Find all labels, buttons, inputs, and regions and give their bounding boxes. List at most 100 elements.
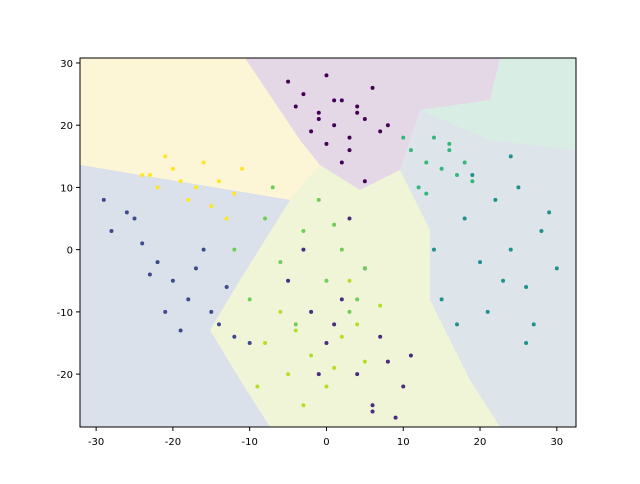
point: [316, 110, 321, 115]
region: [420, 58, 576, 150]
point: [355, 322, 360, 327]
point: [401, 135, 406, 140]
point: [385, 123, 390, 128]
y-tick-label: 30: [60, 59, 73, 70]
point: [332, 222, 337, 227]
region: [245, 58, 500, 190]
point: [355, 372, 360, 377]
point: [309, 309, 314, 314]
point: [201, 160, 206, 165]
point: [278, 260, 283, 265]
point: [286, 278, 291, 283]
point: [209, 204, 214, 209]
point: [301, 247, 306, 252]
point: [255, 384, 260, 389]
point: [309, 129, 314, 134]
point: [193, 185, 198, 190]
point: [362, 116, 367, 121]
point: [485, 309, 490, 314]
point: [493, 197, 498, 202]
point: [316, 372, 321, 377]
point: [339, 247, 344, 252]
point: [301, 228, 306, 233]
point: [332, 123, 337, 128]
point: [508, 247, 513, 252]
point: [408, 353, 413, 358]
point: [524, 284, 529, 289]
point: [316, 197, 321, 202]
point: [286, 372, 291, 377]
point: [447, 141, 452, 146]
point: [170, 166, 175, 171]
point: [370, 409, 375, 414]
point: [508, 154, 513, 159]
point: [339, 160, 344, 165]
point: [454, 172, 459, 177]
x-tick-label: 10: [397, 437, 410, 448]
point: [178, 328, 183, 333]
point: [424, 160, 429, 165]
point: [347, 278, 352, 283]
point: [293, 328, 298, 333]
point: [355, 110, 360, 115]
point: [324, 384, 329, 389]
point: [263, 216, 268, 221]
point: [539, 228, 544, 233]
decision-regions: [80, 58, 576, 427]
point: [339, 297, 344, 302]
region: [210, 165, 500, 427]
point: [447, 148, 452, 153]
point: [293, 322, 298, 327]
point: [232, 191, 237, 196]
point: [339, 98, 344, 103]
point: [431, 247, 436, 252]
point: [362, 359, 367, 364]
point: [470, 179, 475, 184]
point: [362, 179, 367, 184]
point: [140, 172, 145, 177]
y-tick-label: 0: [67, 246, 73, 257]
point: [216, 179, 221, 184]
point: [378, 129, 383, 134]
point: [478, 260, 483, 265]
point: [416, 185, 421, 190]
point: [193, 266, 198, 271]
point: [431, 135, 436, 140]
point: [362, 266, 367, 271]
point: [439, 297, 444, 302]
point: [324, 278, 329, 283]
point: [309, 353, 314, 358]
point: [547, 210, 552, 215]
point: [263, 340, 268, 345]
x-tick-label: 0: [323, 437, 329, 448]
point: [324, 340, 329, 345]
point: [232, 334, 237, 339]
point: [378, 334, 383, 339]
point: [132, 216, 137, 221]
point: [270, 185, 275, 190]
point: [332, 98, 337, 103]
point: [424, 191, 429, 196]
point: [347, 148, 352, 153]
point: [355, 297, 360, 302]
point: [109, 228, 114, 233]
point: [393, 415, 398, 420]
point: [209, 309, 214, 314]
point: [347, 135, 352, 140]
points: [101, 73, 559, 420]
point: [531, 322, 536, 327]
point: [155, 185, 160, 190]
y-tick-label: -10: [57, 308, 73, 319]
point: [124, 210, 129, 215]
point: [462, 216, 467, 221]
point: [101, 197, 106, 202]
point: [516, 185, 521, 190]
point: [247, 340, 252, 345]
point: [163, 309, 168, 314]
point: [470, 172, 475, 177]
point: [332, 365, 337, 370]
point: [186, 297, 191, 302]
point: [316, 116, 321, 121]
point: [324, 73, 329, 78]
point: [408, 148, 413, 153]
